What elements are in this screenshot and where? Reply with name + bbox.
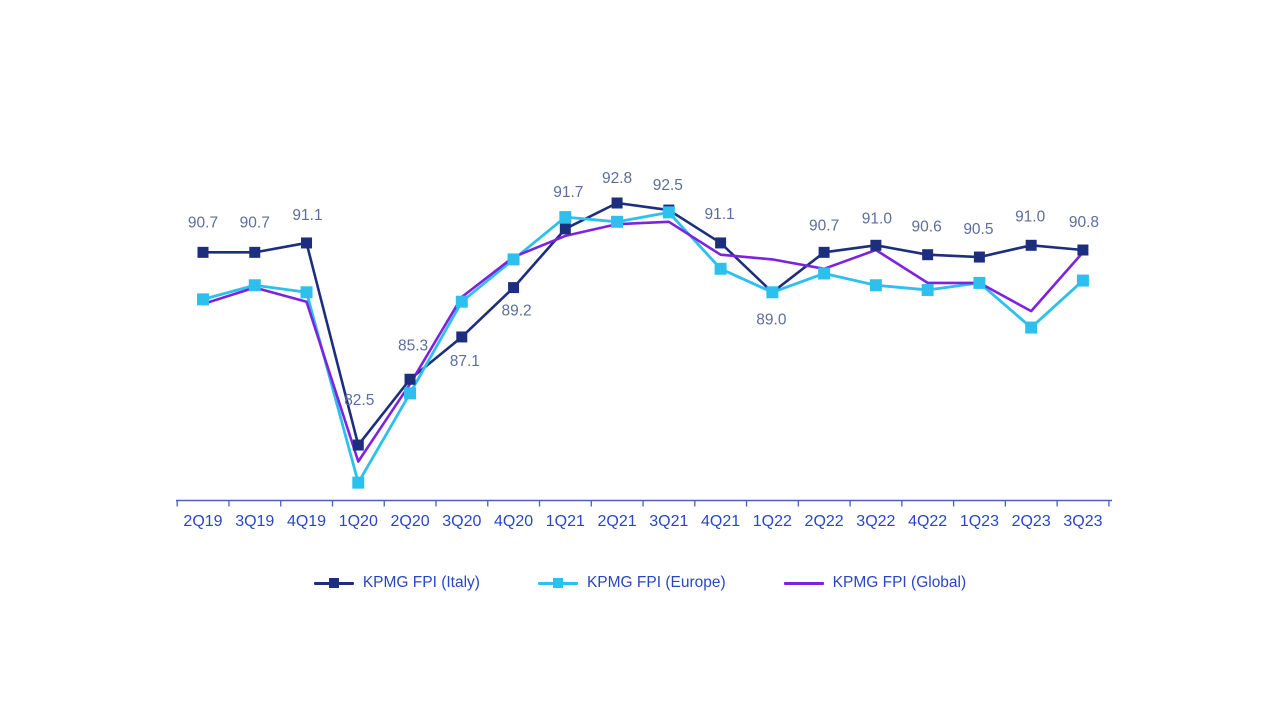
legend-label-italy: KPMG FPI (Italy) [362, 574, 480, 591]
data-point-marker [559, 223, 571, 235]
data-point-marker [300, 286, 313, 299]
data-point-marker [869, 279, 882, 292]
data-point-marker [352, 476, 365, 489]
data-point-marker [973, 251, 985, 263]
series-line-italy [201, 201, 1085, 447]
legend-swatch-global-icon [783, 577, 824, 589]
series-path [201, 220, 1085, 463]
data-point-marker [404, 387, 417, 400]
data-point-marker [1077, 244, 1089, 256]
series-line-europe [201, 210, 1085, 485]
x-axis-label: 4Q20 [494, 513, 533, 530]
data-label: 91.1 [292, 207, 322, 224]
legend-swatch-italy-icon [313, 577, 354, 589]
legend-swatch-europe-icon [537, 577, 578, 589]
data-label: 90.7 [240, 214, 270, 231]
data-point-marker [870, 239, 882, 251]
x-axis-label: 4Q21 [701, 513, 740, 530]
data-label: 89.2 [501, 303, 531, 320]
data-label: 85.3 [398, 337, 428, 354]
data-point-marker [973, 276, 986, 289]
series-line-global [201, 220, 1085, 463]
data-point-marker [404, 373, 416, 385]
series-path [201, 201, 1085, 447]
series-markers-italy [197, 197, 1089, 451]
data-point-marker [1025, 321, 1038, 334]
data-point-marker [455, 295, 468, 308]
x-axis-label: 2Q19 [183, 513, 222, 530]
x-axis-label: 2Q21 [598, 513, 637, 530]
data-point-marker [352, 439, 364, 451]
x-axis-label: 3Q19 [235, 513, 274, 530]
data-label: 89.0 [756, 311, 787, 328]
legend-label-global: KPMG FPI (Global) [832, 574, 967, 591]
data-point-marker [611, 215, 624, 228]
data-point-marker [1025, 239, 1037, 251]
x-axis-label: 1Q21 [546, 513, 585, 530]
data-point-marker [818, 267, 831, 280]
x-axis-label: 2Q23 [1012, 513, 1051, 530]
x-axis-label: 2Q22 [805, 513, 844, 530]
data-point-marker [766, 286, 779, 299]
data-point-marker [921, 283, 934, 296]
data-point-marker [456, 331, 468, 343]
series-markers-europe [197, 206, 1089, 489]
data-point-marker [248, 279, 261, 292]
series-path [201, 210, 1085, 485]
data-label: 92.8 [602, 170, 632, 187]
x-axis-label: 2Q20 [390, 513, 429, 530]
legend-item-italy: KPMG FPI (Italy) [313, 574, 480, 591]
data-label: 90.8 [1069, 214, 1099, 231]
data-label: 90.6 [912, 219, 942, 236]
x-axis-label: 1Q22 [753, 513, 792, 530]
data-label: 92.5 [653, 177, 683, 194]
x-axis-label: 1Q23 [960, 513, 999, 530]
data-point-marker [611, 197, 623, 209]
data-label: 90.7 [188, 214, 218, 231]
data-label: 91.7 [553, 184, 583, 201]
data-point-marker [559, 211, 572, 224]
data-point-marker [197, 246, 209, 258]
chart-legend: KPMG FPI (Italy) KPMG FPI (Europe) KPMG … [0, 575, 1280, 591]
data-label: 90.5 [963, 221, 993, 238]
data-label: 91.0 [862, 210, 893, 227]
x-axis-label: 3Q21 [649, 513, 688, 530]
x-axis-label: 3Q22 [856, 513, 895, 530]
data-point-marker [508, 282, 520, 294]
x-axis: 2Q19 3Q19 4Q19 1Q20 2Q20 3Q20 4Q20 1Q21 2Q21 3Q21… [176, 499, 1112, 530]
data-point-marker [1076, 274, 1089, 287]
data-point-marker [714, 262, 727, 275]
data-label: 91.0 [1015, 208, 1046, 225]
x-axis-label: 3Q20 [442, 513, 481, 530]
x-axis-label: 3Q23 [1063, 513, 1102, 530]
x-axis-label: 4Q22 [908, 513, 947, 530]
data-point-marker [818, 246, 830, 258]
data-point-marker [249, 246, 261, 258]
x-axis-label: 1Q20 [339, 513, 378, 530]
legend-label-europe: KPMG FPI (Europe) [586, 574, 726, 591]
data-labels: 90.7 90.7 91.1 82.5 85.3 87.1 89.2 91.7 92.8 92.5… [188, 170, 1099, 409]
data-point-marker [662, 206, 675, 219]
x-axis-label: 4Q19 [287, 513, 326, 530]
data-point-marker [197, 293, 209, 306]
legend-item-europe: KPMG FPI (Europe) [537, 574, 726, 591]
data-label: 87.1 [450, 353, 480, 370]
data-point-marker [715, 237, 727, 249]
data-label: 82.5 [344, 392, 374, 409]
data-label: 90.7 [809, 217, 839, 234]
data-point-marker [301, 237, 313, 249]
data-label: 91.1 [705, 206, 735, 223]
legend-item-global: KPMG FPI (Global) [783, 574, 967, 591]
data-point-marker [507, 253, 520, 266]
data-point-marker [922, 249, 934, 261]
